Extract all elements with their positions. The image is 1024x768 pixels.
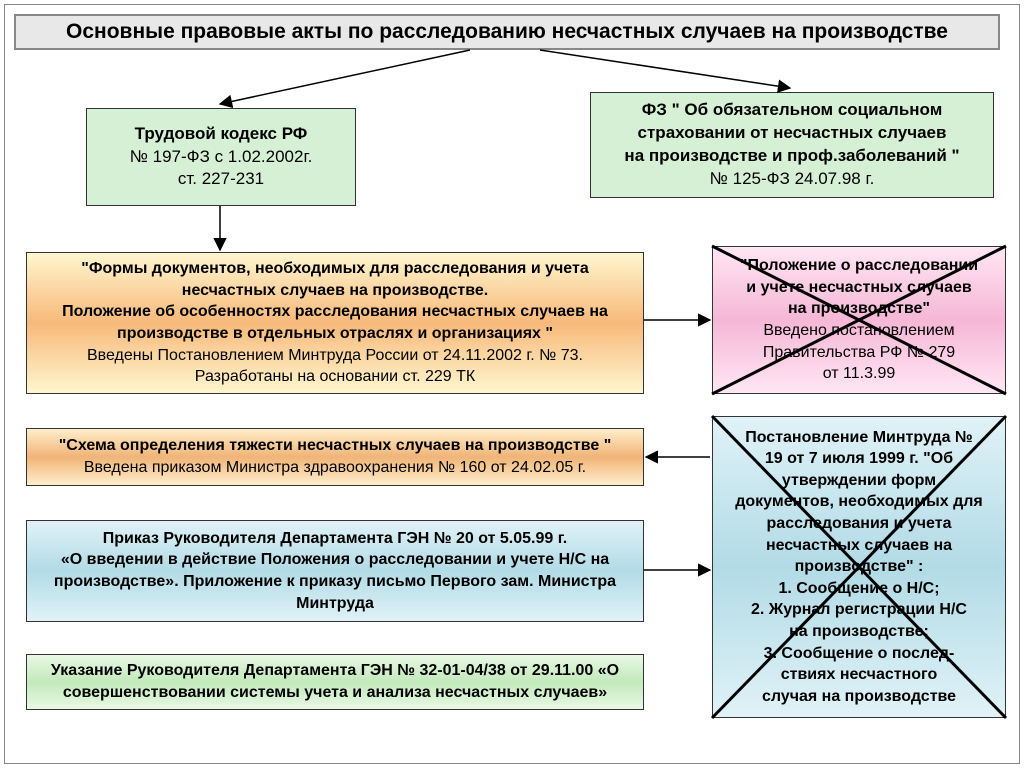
node-line: Введены Постановлением Минтруда России о… xyxy=(35,345,635,367)
node-line: Положение об особенностях расследования … xyxy=(35,301,635,323)
node-line: Введено постановлением xyxy=(721,320,997,342)
node-line: документов, необходимых для xyxy=(721,491,997,513)
node-fz125: ФЗ " Об обязательном социальномстрахован… xyxy=(590,92,994,198)
node-line: "Схема определения тяжести несчастных сл… xyxy=(35,435,635,457)
title-box: Основные правовые акты по расследованию … xyxy=(14,14,1000,50)
node-line: на производстве; xyxy=(721,621,997,643)
node-line: несчастных случаев на xyxy=(721,535,997,557)
title-text: Основные правовые акты по расследованию … xyxy=(24,18,990,46)
node-forms-docs: "Формы документов, необходимых для рассл… xyxy=(26,252,644,394)
node-ukaz-32: Указание Руководителя Департамента ГЭН №… xyxy=(26,654,644,710)
node-line: утверждении форм xyxy=(721,470,997,492)
node-labor-code: Трудовой кодекс РФ№ 197-ФЗ с 1.02.2002г.… xyxy=(86,108,356,206)
node-line: производстве». Приложение к приказу пись… xyxy=(35,571,635,593)
node-line: ст. 227-231 xyxy=(95,168,347,191)
node-line: Постановление Минтруда № xyxy=(721,427,997,449)
node-line: производстве в отдельных отраслях и орга… xyxy=(35,323,635,345)
node-line: Правительства РФ № 279 xyxy=(721,342,997,364)
node-line: Приказ Руководителя Департамента ГЭН № 2… xyxy=(35,528,635,550)
node-line: от 11.3.99 xyxy=(721,363,997,385)
node-line: случая на производстве xyxy=(721,686,997,708)
node-line: "Положение о расследовании xyxy=(721,255,997,277)
node-line: Минтруда xyxy=(35,593,635,615)
node-postanovlenie-19: Постановление Минтруда №19 от 7 июля 199… xyxy=(712,416,1006,718)
node-line: 1. Сообщение о Н/С; xyxy=(721,578,997,600)
node-polozhenie-279: "Положение о расследованиии учете несчас… xyxy=(712,246,1006,394)
node-line: Разработаны на основании ст. 229 ТК xyxy=(35,366,635,388)
node-line: расследования и учета xyxy=(721,513,997,535)
node-line: на производстве" xyxy=(721,298,997,320)
node-line: и учете несчастных случаев xyxy=(721,277,997,299)
node-line: 3. Сообщение о послед- xyxy=(721,643,997,665)
node-line: на производстве и проф.заболеваний " xyxy=(599,145,985,168)
node-line: Введена приказом Министра здравоохранени… xyxy=(35,457,635,479)
node-line: несчастных случаев на производстве. xyxy=(35,280,635,302)
node-line: производстве" : xyxy=(721,556,997,578)
node-line: 19 от 7 июля 1999 г. "Об xyxy=(721,448,997,470)
node-line: № 197-ФЗ с 1.02.2002г. xyxy=(95,146,347,169)
node-line: "Формы документов, необходимых для рассл… xyxy=(35,258,635,280)
node-severity-scheme: "Схема определения тяжести несчастных сл… xyxy=(26,428,644,486)
node-prikaz-20: Приказ Руководителя Департамента ГЭН № 2… xyxy=(26,520,644,622)
node-line: ФЗ " Об обязательном социальном xyxy=(599,99,985,122)
node-line: страховании от несчастных случаев xyxy=(599,122,985,145)
node-line: совершенствовании системы учета и анализ… xyxy=(35,682,635,704)
node-line: № 125-ФЗ 24.07.98 г. xyxy=(599,168,985,191)
node-line: ствиях несчастного xyxy=(721,664,997,686)
node-line: Указание Руководителя Департамента ГЭН №… xyxy=(35,660,635,682)
node-line: Трудовой кодекс РФ xyxy=(95,123,347,146)
node-line: «О введении в действие Положения о рассл… xyxy=(35,549,635,571)
node-line: 2. Журнал регистрации Н/С xyxy=(721,599,997,621)
